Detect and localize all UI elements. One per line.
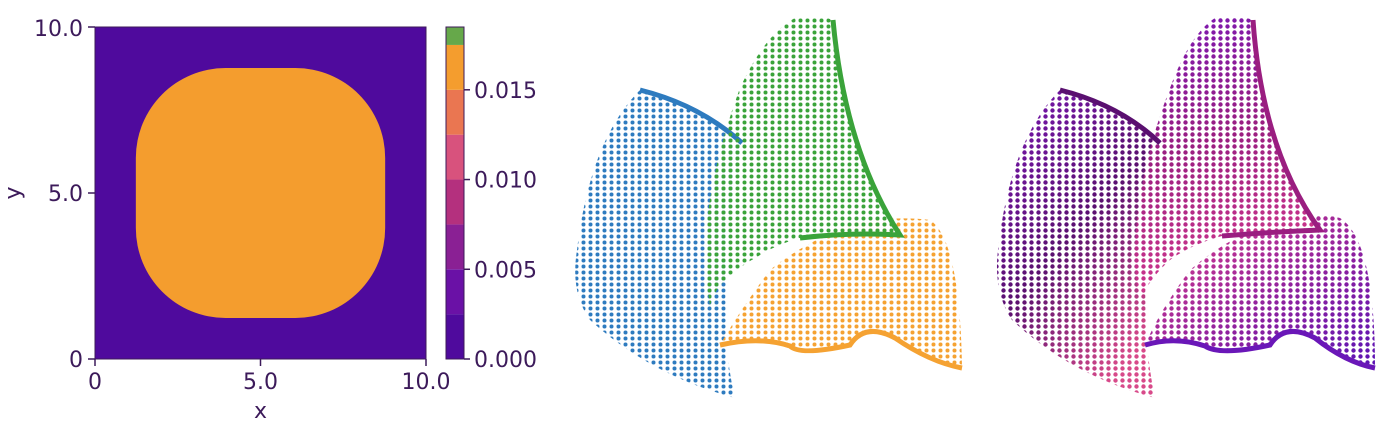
x-tick-label: 10.0 (402, 370, 451, 395)
colorbar-band (446, 44, 464, 90)
colorbar-band (446, 269, 464, 315)
surface-orange-edge (719, 328, 963, 371)
heatmap-contour-bands (135, 67, 386, 319)
colorbar: 0.000 0.005 0.010 0.015 (445, 26, 537, 373)
x-tick-label: 5.0 (243, 370, 278, 395)
surface-orange (720, 218, 962, 368)
x-tick-label: 0 (88, 370, 102, 395)
surfaces-panel (575, 16, 963, 398)
colorbar-band (446, 314, 464, 359)
colorbar-band (446, 224, 464, 270)
heatmap-x-ticks: 0 5.0 10.0 (88, 359, 450, 395)
surface-blue (575, 90, 742, 398)
heatmap-band (135, 67, 386, 319)
gradient-surface-left (996, 90, 1160, 398)
y-tick-label: 5.0 (48, 182, 83, 207)
gradient-surface-left-edge (1059, 87, 1162, 145)
gradient-surface-right (1145, 215, 1375, 368)
gradient-surface-right-edge (1144, 328, 1376, 371)
colorbar-tick-label: 0.010 (474, 169, 537, 194)
colorbar-frame (445, 26, 465, 360)
colorbar-bands (446, 27, 464, 359)
surface-green-edge (799, 19, 905, 241)
colorbar-tick-label: 0.000 (474, 348, 537, 373)
colorbar-band (446, 89, 464, 135)
y-tick-label: 10.0 (34, 17, 83, 42)
gradient-surfaces-panel (996, 16, 1376, 398)
heatmap-panel: 0 5.0 10.0 0 5.0 10.0 x y 0.000 0.005 0.01… (1, 17, 537, 423)
colorbar-tick-label: 0.005 (474, 258, 537, 283)
y-axis-label: y (1, 186, 26, 199)
gradient-surface-top (1134, 16, 1320, 300)
heatmap-y-ticks: 0 5.0 10.0 (34, 17, 95, 373)
gradient-surface-top-edge (1221, 19, 1325, 239)
colorbar-band (446, 134, 464, 180)
y-tick-label: 0 (69, 348, 83, 373)
colorbar-tick-label: 0.015 (474, 79, 537, 104)
x-axis-label: x (254, 399, 267, 423)
colorbar-ticks: 0.000 0.005 0.010 0.015 (464, 79, 537, 373)
colorbar-band (446, 179, 464, 225)
colorbar-band (446, 27, 464, 45)
